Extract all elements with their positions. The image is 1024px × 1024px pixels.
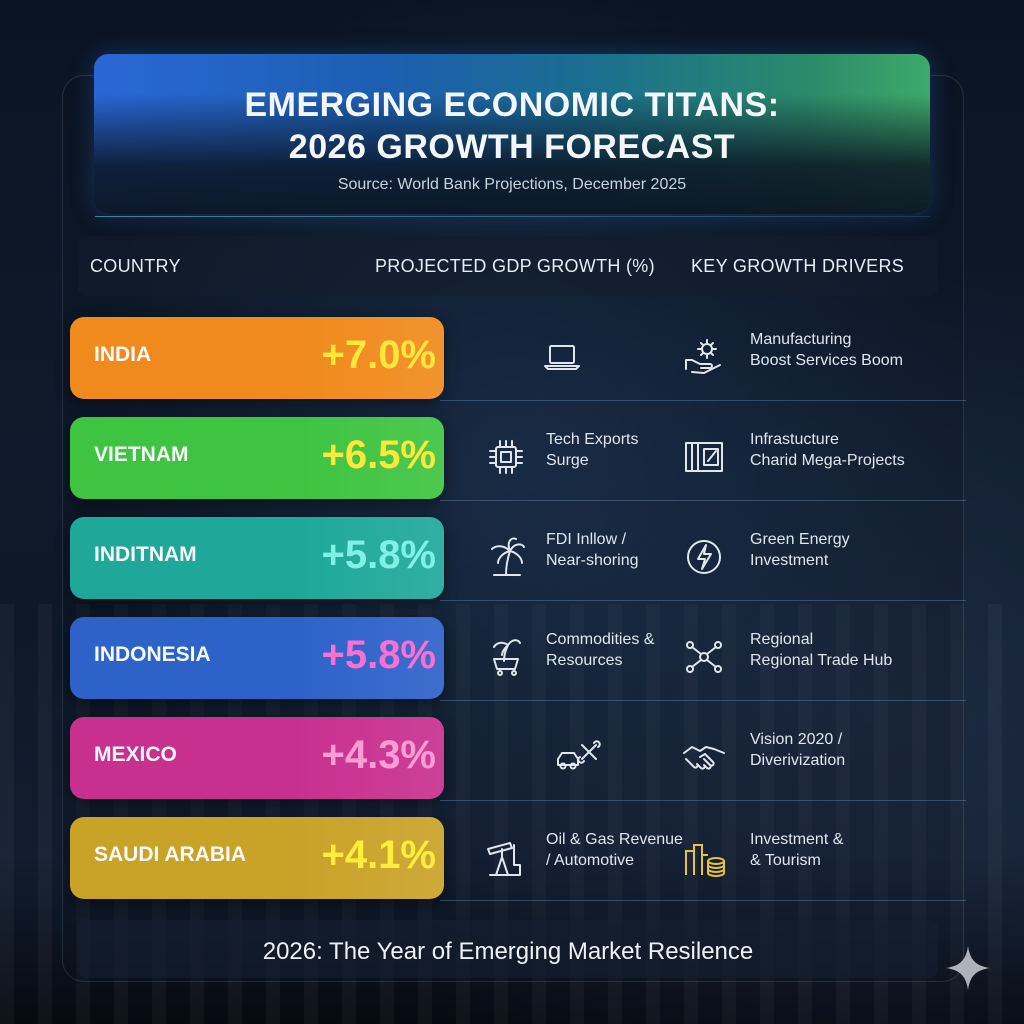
country-name: MEXICO (94, 743, 177, 766)
handshake-icon (682, 735, 726, 779)
palm-cart-icon (484, 635, 528, 679)
country-name: VIETNAM (94, 443, 189, 466)
growth-driver-secondary: Manufacturing Boost Services Boom (750, 331, 903, 369)
palm-tree-icon (484, 535, 528, 579)
growth-driver-secondary: Regional Regional Trade Hub (750, 631, 893, 669)
growth-driver-secondary: Infrastucture Charid Mega-Projects (750, 431, 905, 469)
title-line-2: 2026 GROWTH FORECAST (288, 128, 736, 166)
growth-driver-primary: FDI Inllow / Near-shoring (546, 531, 639, 569)
country-name: SAUDI ARABIA (94, 843, 247, 866)
laptop-icon (540, 335, 584, 379)
source-note: Source: World Bank Projections, December… (337, 176, 687, 193)
header-banner (94, 54, 930, 214)
growth-driver-secondary: Green Energy Investment (750, 531, 850, 569)
growth-value: +6.5% (321, 433, 436, 477)
column-header-growth: PROJECTED GDP GROWTH (%) (375, 256, 655, 276)
country-name: INDIA (94, 343, 152, 366)
growth-value: +7.0% (321, 333, 436, 377)
country-name: INDONESIA (94, 643, 211, 666)
city-coins-icon (682, 835, 726, 879)
oil-pump-icon (484, 835, 528, 879)
leaf-bolt-icon (682, 535, 726, 579)
column-header-country: COUNTRY (90, 256, 181, 276)
footer-bar (78, 920, 938, 978)
column-header-bar: COUNTRY PROJECTED GDP GROWTH (%) KEY GRO… (78, 236, 938, 296)
country-row-pill: SAUDI ARABIA +4.1% (70, 817, 444, 899)
growth-value: +4.3% (321, 733, 436, 777)
growth-value: +5.8% (321, 633, 436, 677)
row-divider (440, 500, 966, 501)
growth-driver-secondary: Vision 2020 / Diverivization (750, 731, 846, 769)
growth-value: +4.1% (321, 833, 436, 877)
header-divider (95, 216, 930, 217)
row-divider (440, 600, 966, 601)
row-divider (440, 900, 966, 901)
growth-driver-primary: Tech Exports Surge (546, 431, 639, 469)
chip-icon (484, 435, 528, 479)
country-name: INDITNAM (94, 543, 197, 566)
blueprint-icon (682, 435, 726, 479)
growth-driver-secondary: Investment & & Tourism (750, 831, 844, 869)
country-row-pill: INDITNAM +5.8% (70, 517, 444, 599)
page-title: EMERGING ECONOMIC TITANS: 2026 GROWTH FO… (94, 84, 930, 168)
gear-hand-icon (682, 335, 726, 379)
sparkle-icon (946, 946, 990, 990)
car-tools-icon (540, 735, 616, 779)
growth-driver-primary: Oil & Gas Revenue / Automotive (546, 831, 683, 869)
country-row-pill: INDIA +7.0% (70, 317, 444, 399)
country-row-pill: VIETNAM +6.5% (70, 417, 444, 499)
row-divider (440, 800, 966, 801)
footer-tagline: 2026: The Year of Emerging Market Resile… (262, 938, 754, 965)
row-divider (440, 400, 966, 401)
growth-driver-primary: Commodities & Resources (546, 631, 655, 669)
column-header-drivers: KEY GROWTH DRIVERS (691, 256, 905, 276)
network-icon (682, 635, 726, 679)
country-row-pill: MEXICO +4.3% (70, 717, 444, 799)
growth-value: +5.8% (321, 533, 436, 577)
row-divider (440, 700, 966, 701)
country-row-pill: INDONESIA +5.8% (70, 617, 444, 699)
title-line-1: EMERGING ECONOMIC TITANS: (244, 86, 780, 124)
